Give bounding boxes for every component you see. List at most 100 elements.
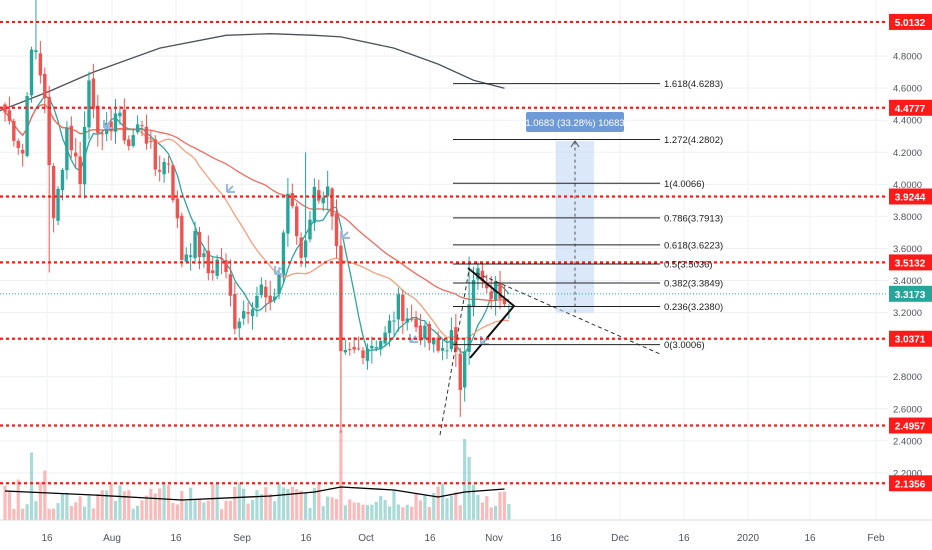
candle[interactable] [502, 285, 507, 308]
candle[interactable] [219, 248, 224, 275]
candlesticks[interactable] [3, 0, 511, 433]
candle[interactable] [303, 152, 308, 268]
candle[interactable] [184, 247, 188, 264]
candle[interactable] [401, 289, 405, 334]
candle[interactable] [356, 336, 361, 351]
candle[interactable] [299, 232, 303, 268]
candle[interactable] [25, 92, 29, 158]
candle[interactable] [202, 248, 206, 268]
candle[interactable] [264, 279, 268, 313]
candle[interactable] [166, 156, 171, 174]
candle[interactable] [321, 191, 325, 212]
candle[interactable] [211, 257, 215, 281]
candle[interactable] [113, 99, 118, 144]
candle[interactable] [7, 96, 12, 125]
candle[interactable] [144, 114, 149, 150]
candle[interactable] [423, 322, 427, 348]
candle[interactable] [3, 102, 7, 122]
candle[interactable] [250, 302, 255, 330]
candle[interactable] [339, 230, 343, 433]
candle[interactable] [228, 259, 233, 307]
candle[interactable] [20, 143, 25, 167]
time-axis[interactable]: 16 Aug 16 Sep 16 Oct 16 Nov 16 Dec 16 2020 16 Feb [0, 519, 932, 550]
candle[interactable] [343, 339, 348, 355]
candle[interactable] [180, 212, 184, 268]
fibonacci-extension[interactable]: 1.618(4.6283) 1.272(4.2802) 1(4.0066) 0.786… [453, 79, 723, 351]
candle[interactable] [34, 0, 38, 60]
candle[interactable] [317, 179, 321, 204]
candle[interactable] [286, 178, 290, 247]
candle[interactable] [122, 98, 127, 145]
candle[interactable] [162, 157, 166, 183]
candle[interactable] [100, 130, 104, 151]
candle[interactable] [374, 340, 378, 352]
candle[interactable] [29, 46, 34, 103]
candle[interactable] [140, 120, 144, 137]
candle[interactable] [498, 270, 502, 310]
candle[interactable] [56, 186, 60, 226]
candle[interactable] [436, 331, 440, 353]
current-price-tag[interactable] [889, 285, 932, 302]
candle[interactable] [91, 63, 96, 119]
candle[interactable] [135, 115, 140, 135]
candle[interactable] [440, 340, 445, 361]
candle[interactable] [241, 300, 246, 325]
candle[interactable] [325, 170, 330, 211]
candle[interactable] [308, 210, 312, 243]
candle[interactable] [127, 135, 131, 151]
candle[interactable] [47, 85, 51, 273]
candle[interactable] [418, 313, 423, 346]
candle[interactable] [74, 138, 78, 168]
candle[interactable] [12, 118, 16, 147]
candle[interactable] [149, 130, 153, 149]
candle[interactable] [445, 337, 449, 359]
candle[interactable] [82, 111, 87, 199]
candle[interactable] [96, 94, 100, 147]
candle[interactable] [361, 347, 365, 365]
candle[interactable] [290, 183, 294, 209]
candle[interactable] [330, 186, 334, 231]
candle[interactable] [370, 336, 374, 364]
candle[interactable] [206, 235, 211, 281]
candle[interactable] [233, 282, 237, 335]
candle[interactable] [379, 337, 383, 356]
candle[interactable] [471, 266, 476, 317]
candle[interactable] [405, 307, 409, 331]
candle[interactable] [454, 313, 458, 367]
candle[interactable] [43, 67, 47, 114]
candle[interactable] [171, 163, 175, 203]
drawings[interactable]: 1.0683 (33.28%) 10683 [103, 112, 661, 436]
candle[interactable] [65, 121, 69, 180]
candle[interactable] [427, 321, 432, 351]
candle[interactable] [268, 280, 272, 311]
candle[interactable] [78, 141, 82, 196]
candle[interactable] [462, 339, 467, 402]
candle[interactable] [432, 337, 436, 353]
candle[interactable] [215, 254, 219, 280]
candle[interactable] [193, 221, 197, 264]
candle[interactable] [458, 347, 462, 417]
candle[interactable] [109, 108, 113, 141]
candle[interactable] [246, 302, 250, 324]
candle[interactable] [467, 256, 471, 365]
candle[interactable] [188, 243, 193, 271]
candle[interactable] [118, 105, 122, 125]
candle[interactable] [392, 311, 396, 336]
candle[interactable] [387, 314, 392, 347]
candle[interactable] [489, 275, 493, 310]
candle[interactable] [312, 178, 317, 232]
candle[interactable] [295, 202, 299, 245]
candle[interactable] [158, 155, 162, 182]
candle[interactable] [60, 167, 65, 201]
candle[interactable] [409, 304, 414, 322]
candle[interactable] [16, 138, 20, 155]
price-axis[interactable]: 4.8000 4.6000 4.4000 4.2000 4.0000 3.8000 3.60… [888, 0, 932, 520]
price-range-tag[interactable] [526, 112, 624, 132]
candle[interactable] [69, 116, 73, 158]
candle[interactable] [272, 288, 277, 303]
candle[interactable] [237, 317, 241, 341]
candle[interactable] [480, 262, 485, 289]
candle[interactable] [396, 287, 401, 332]
candle[interactable] [334, 199, 339, 259]
